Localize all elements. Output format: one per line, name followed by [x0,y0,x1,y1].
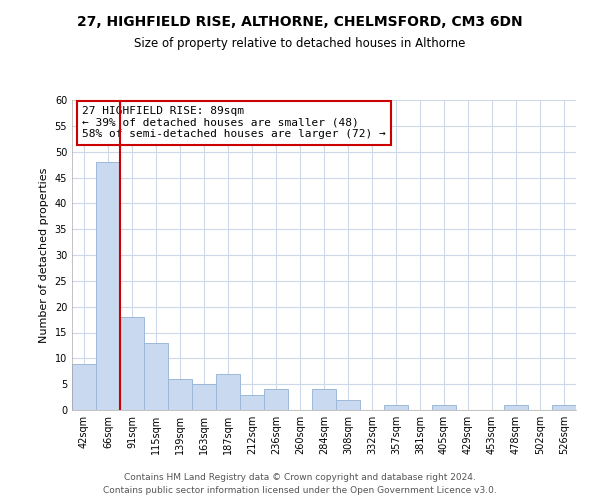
Text: Size of property relative to detached houses in Althorne: Size of property relative to detached ho… [134,38,466,51]
Bar [336,400,360,410]
Bar [96,162,120,410]
Bar [120,317,144,410]
Bar [552,405,576,410]
Bar [432,405,456,410]
Bar [312,390,336,410]
Text: Contains public sector information licensed under the Open Government Licence v3: Contains public sector information licen… [103,486,497,495]
Bar [264,390,288,410]
Bar [504,405,528,410]
Bar [216,374,240,410]
Text: 27 HIGHFIELD RISE: 89sqm
← 39% of detached houses are smaller (48)
58% of semi-d: 27 HIGHFIELD RISE: 89sqm ← 39% of detach… [82,106,386,140]
Bar [192,384,216,410]
Bar [72,364,96,410]
Bar [240,394,264,410]
Y-axis label: Number of detached properties: Number of detached properties [39,168,49,342]
Bar [384,405,408,410]
Bar [168,379,192,410]
Text: Contains HM Land Registry data © Crown copyright and database right 2024.: Contains HM Land Registry data © Crown c… [124,474,476,482]
Bar [144,343,168,410]
Text: 27, HIGHFIELD RISE, ALTHORNE, CHELMSFORD, CM3 6DN: 27, HIGHFIELD RISE, ALTHORNE, CHELMSFORD… [77,15,523,29]
